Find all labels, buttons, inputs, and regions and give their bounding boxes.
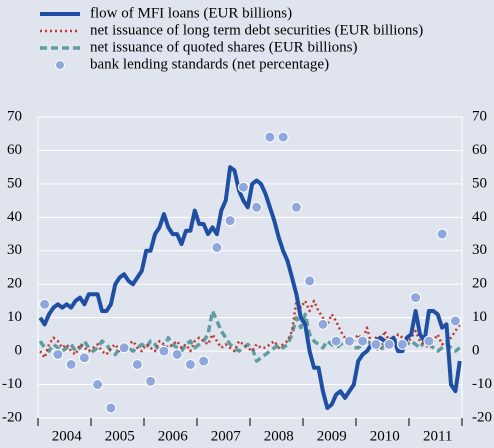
x-tick-label: 2004 [52, 428, 83, 444]
marker [184, 358, 196, 370]
marker [370, 338, 382, 350]
x-tick-label: 2011 [423, 428, 452, 444]
legend-label: flow of MFI loans (EUR billions) [90, 5, 292, 21]
y2-tick-label: 0 [472, 343, 480, 359]
marker [383, 338, 395, 350]
marker [92, 379, 104, 391]
y2-tick-label: -20 [472, 409, 492, 425]
marker [224, 215, 236, 227]
marker [251, 201, 263, 213]
y2-tick-label: 30 [472, 242, 487, 258]
y2-tick-label: 70 [472, 108, 487, 124]
marker [158, 345, 170, 357]
marker [330, 335, 342, 347]
marker [65, 358, 77, 370]
marker [105, 402, 117, 414]
marker [78, 352, 90, 364]
marker [264, 131, 276, 143]
marker [357, 335, 369, 347]
y2-tick-label: 60 [472, 142, 487, 158]
marker [198, 355, 210, 367]
y-tick-label: 50 [7, 175, 22, 191]
y-tick-label: 0 [15, 343, 23, 359]
x-tick-label: 2005 [105, 428, 135, 444]
marker [171, 348, 183, 360]
y-tick-label: 70 [7, 108, 22, 124]
y2-tick-label: 40 [472, 209, 487, 225]
marker [449, 315, 461, 327]
y-tick-label: -20 [2, 409, 22, 425]
marker [118, 342, 130, 354]
x-tick-label: 2008 [264, 428, 294, 444]
y2-tick-label: 50 [472, 175, 487, 191]
marker [304, 275, 316, 287]
marker [343, 335, 355, 347]
legend-label: net issuance of quoted shares (EUR billi… [90, 39, 357, 55]
y-tick-label: 10 [7, 309, 22, 325]
marker [436, 228, 448, 240]
marker [211, 241, 223, 253]
legend-symbol [55, 60, 65, 70]
x-tick-label: 2009 [317, 428, 347, 444]
x-tick-label: 2006 [158, 428, 189, 444]
marker [317, 318, 329, 330]
series-line [38, 165, 462, 410]
marker [423, 335, 435, 347]
y2-tick-label: 20 [472, 276, 487, 292]
y-tick-label: -10 [2, 376, 22, 392]
series-line [38, 309, 461, 363]
marker [277, 131, 289, 143]
marker [396, 338, 408, 350]
plot-area [37, 116, 463, 419]
x-tick-label: 2010 [370, 428, 400, 444]
marker [237, 181, 249, 193]
marker [410, 292, 422, 304]
legend-label: bank lending standards (net percentage) [90, 56, 329, 72]
y-tick-label: 60 [7, 142, 22, 158]
marker [131, 358, 143, 370]
y2-tick-label: -10 [472, 376, 492, 392]
marker [145, 375, 157, 387]
y-tick-label: 30 [7, 242, 22, 258]
marker [290, 201, 302, 213]
marker [52, 348, 64, 360]
y-tick-label: 40 [7, 209, 22, 225]
marker [39, 298, 51, 310]
y-tick-label: 20 [7, 276, 22, 292]
y2-tick-label: 10 [472, 309, 487, 325]
legend-label: net issuance of long term debt securitie… [90, 22, 423, 38]
x-tick-label: 2007 [211, 428, 242, 444]
